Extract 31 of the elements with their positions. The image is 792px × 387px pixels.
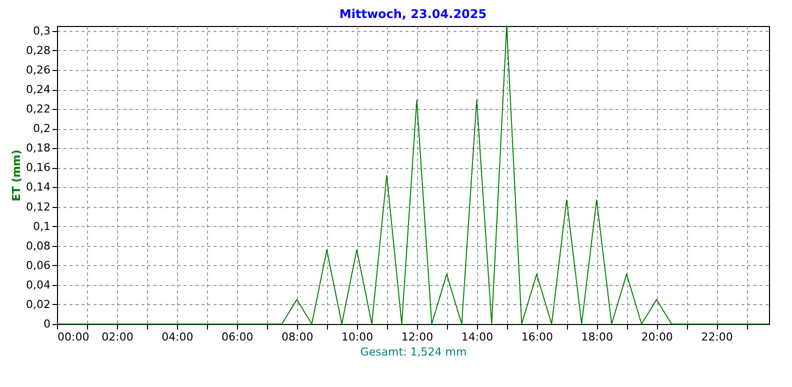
- y-tick-label: 0: [44, 318, 50, 330]
- y-tick-label: 0,28: [26, 44, 50, 57]
- y-tick-label: 0,2: [33, 122, 50, 136]
- x-tick-label: 16:00: [521, 330, 554, 344]
- y-tick-label: 0,08: [26, 239, 50, 252]
- y-axis-title: ET (mm): [10, 150, 24, 202]
- chart-title: Mittwoch, 23.04.2025: [339, 6, 487, 21]
- y-tick-label: 0,3: [33, 24, 50, 38]
- x-tick-label: 20:00: [641, 330, 673, 344]
- x-tick-label: 08:00: [281, 330, 314, 344]
- y-tick-label: 0,06: [26, 258, 50, 272]
- x-tick-label: 06:00: [222, 330, 254, 344]
- x-tick-label: 10:00: [341, 330, 374, 344]
- x-tick-label: 22:00: [701, 330, 733, 344]
- y-tick-label: 0,18: [26, 142, 50, 155]
- x-tick-label: 04:00: [162, 330, 194, 344]
- y-tick-label: 0,12: [26, 200, 50, 214]
- x-tick-label: 18:00: [581, 330, 613, 344]
- x-tick-label: 02:00: [102, 330, 134, 344]
- x-tick-label: 12:00: [401, 330, 434, 344]
- y-tick-label: 0,22: [26, 102, 50, 116]
- y-tick-label: 0,04: [26, 278, 50, 292]
- y-tick-label: 0,26: [26, 63, 50, 76]
- x-tick-label: 00:00: [58, 330, 90, 344]
- y-tick-label: 0,1: [33, 220, 50, 233]
- y-tick-label: 0,14: [26, 180, 50, 194]
- y-tick-label: 0,02: [26, 298, 50, 311]
- y-tick-label: 0,16: [26, 161, 50, 174]
- x-tick-label: 14:00: [461, 330, 494, 344]
- x-axis-title: Gesamt: 1,524 mm: [360, 346, 467, 358]
- y-tick-label: 0,24: [26, 83, 50, 96]
